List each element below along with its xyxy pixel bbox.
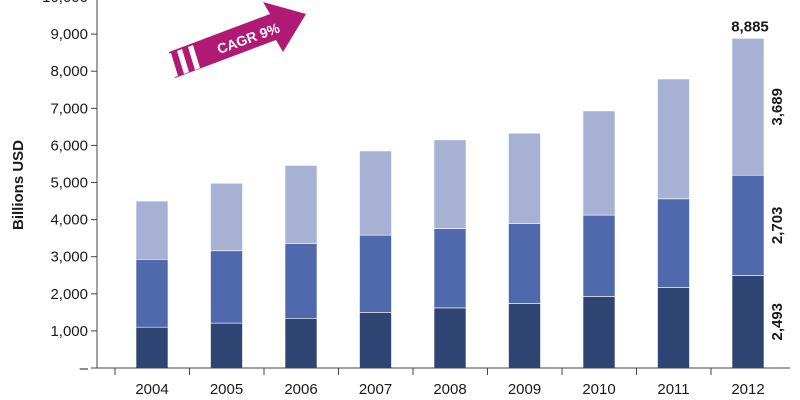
bar-segment-bottom [210, 322, 243, 369]
x-tick-label: 2012 [731, 381, 764, 398]
x-tick-label: 2007 [359, 381, 392, 398]
bar-segment-bottom [508, 303, 541, 369]
y-tick-label: 10,000 [42, 0, 88, 6]
x-tick-label: 2011 [657, 381, 689, 398]
x-tick-label: 2009 [508, 381, 541, 398]
cagr-arrow: CAGR 9% [165, 2, 306, 78]
bar-segment-bottom [657, 287, 690, 369]
y-tick-label: 8,000 [50, 63, 88, 80]
y-axis-title: Billions USD [10, 140, 27, 230]
y-tick-label: 7,000 [50, 100, 88, 117]
y-tick-label: 5,000 [50, 175, 88, 192]
segment-label-middle: 2,703 [769, 207, 786, 245]
y-tick-label: 9,000 [50, 26, 88, 43]
x-tick-label: 2004 [135, 381, 168, 398]
bars [135, 38, 765, 369]
bar-segment-top [582, 110, 616, 216]
bar-segment-top [657, 78, 690, 200]
cagr-stripe-3 [188, 45, 200, 70]
bar-segment-bottom [731, 275, 765, 369]
cagr-stripe-1 [165, 53, 178, 78]
bar-segment-middle [731, 174, 765, 276]
y-tick-label: 3,000 [50, 249, 88, 266]
x-tick-label: 2006 [284, 381, 317, 398]
cagr-arrow-shape [169, 2, 306, 78]
x-tick-label: 2010 [582, 381, 615, 398]
y-tick-label: 6,000 [50, 137, 88, 154]
x-axis: 2004 2005 2006 2007 2008 2009 2010 2011 2012 [97, 367, 790, 398]
bar-segment-middle [210, 250, 243, 324]
segment-label-top: 3,689 [769, 88, 786, 126]
bar-segment-middle [582, 214, 616, 297]
bar-segment-middle [657, 198, 690, 288]
bar-segment-middle [359, 234, 392, 313]
bar-segment-middle [508, 223, 541, 304]
bar-segment-top [433, 139, 467, 229]
bar-segment-middle [433, 228, 467, 309]
x-tick-label: 2005 [210, 381, 243, 398]
cagr-stripe-2 [177, 49, 189, 74]
bar-segment-bottom [284, 317, 318, 369]
segment-label-bottom: 2,493 [769, 303, 786, 341]
bar-segment-top [731, 38, 765, 176]
bar-segment-top [210, 182, 243, 252]
bar-segment-bottom [433, 307, 467, 369]
y-tick-label: 1,000 [50, 323, 88, 340]
y-tick-label: 4,000 [50, 212, 88, 229]
bar-segment-bottom [359, 312, 392, 369]
bar-segment-middle [284, 243, 318, 319]
y-tick-label: 2,000 [50, 286, 88, 303]
bar-segment-top [135, 200, 169, 260]
x-tick-label: 2008 [433, 381, 466, 398]
bar-segment-bottom [135, 326, 169, 369]
bar-segment-middle [135, 258, 169, 328]
y-tick-label: – [80, 360, 89, 377]
bar-segment-top [284, 165, 318, 245]
bar-segment-bottom [582, 296, 616, 369]
y-axis: – 1,000 2,000 3,000 4,000 5,000 6,000 7,000 8,00… [42, 0, 98, 377]
bar-segment-top [359, 150, 392, 236]
bar-segment-top [508, 132, 541, 224]
data-labels: 8,885 2,493 2,703 3,689 [731, 18, 786, 340]
total-label: 8,885 [731, 18, 769, 35]
